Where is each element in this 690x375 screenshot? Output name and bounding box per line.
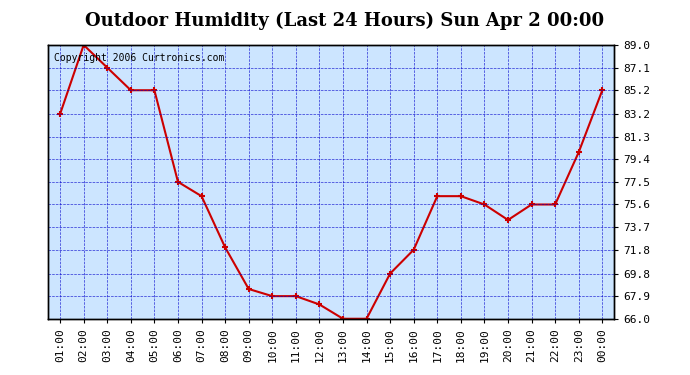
Text: Copyright 2006 Curtronics.com: Copyright 2006 Curtronics.com (54, 53, 224, 63)
Text: Outdoor Humidity (Last 24 Hours) Sun Apr 2 00:00: Outdoor Humidity (Last 24 Hours) Sun Apr… (86, 11, 604, 30)
